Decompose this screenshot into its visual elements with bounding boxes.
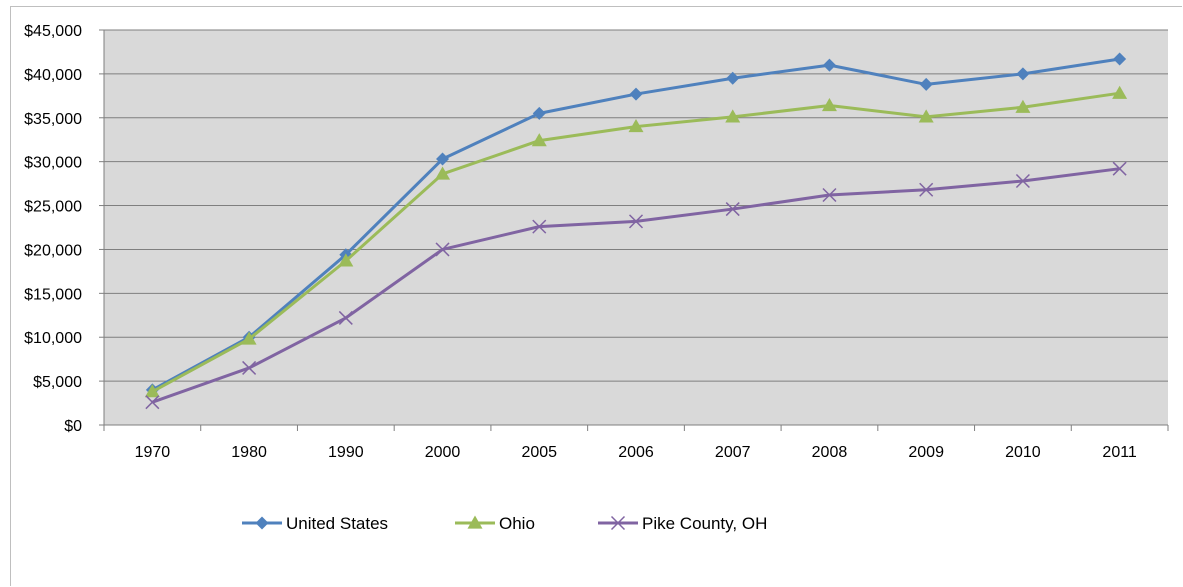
data-point-1 [338,253,354,267]
x-tick-label: 2009 [908,444,944,461]
x-tick-label: 2010 [1005,444,1041,461]
y-tick-label: $5,000 [33,374,82,391]
legend-label: Ohio [499,514,535,533]
data-point-2 [822,187,837,203]
legend-marker [255,516,269,530]
x-marker-stroke [610,515,626,531]
legend-marker [467,515,483,529]
legend-label: Pike County, OH [642,514,767,533]
legend-marker [610,515,626,531]
x-marker-stroke [919,182,934,197]
data-point-0 [436,152,450,166]
legend-label: United States [286,514,388,533]
x-tick-label: 2005 [521,444,557,461]
x-tick-label: 2011 [1102,444,1137,461]
x-marker-stroke [338,310,353,325]
x-marker-stroke [145,395,160,410]
data-point-0 [822,58,836,72]
data-point-2 [532,219,547,234]
y-tick-label: $0 [64,418,82,435]
x-tick-label: 2006 [618,444,654,461]
x-marker-stroke [242,360,257,375]
chart-frame [10,6,1182,586]
x-marker-stroke [725,202,740,217]
data-point-2 [628,214,644,229]
data-point-1 [435,166,451,180]
data-point-1 [725,109,741,123]
y-tick-label: $30,000 [24,155,82,172]
x-marker-stroke [628,214,644,229]
y-tick-label: $35,000 [24,111,82,128]
data-point-2 [145,395,160,410]
data-point-2 [1015,173,1030,189]
x-marker-stroke [532,219,547,234]
x-tick-label: 1970 [135,444,171,461]
x-marker-stroke [1015,173,1030,189]
y-tick-label: $25,000 [24,199,82,216]
x-tick-label: 1980 [231,444,267,461]
data-point-1 [628,119,644,133]
data-point-2 [1112,161,1127,176]
data-point-0 [532,106,546,120]
x-marker-stroke [1112,161,1127,176]
x-tick-label: 2000 [425,444,461,461]
data-point-0 [1113,52,1127,66]
x-tick-label: 2008 [812,444,848,461]
data-point-1 [918,109,934,123]
data-point-0 [919,77,933,91]
data-point-1 [1015,99,1031,113]
y-tick-label: $40,000 [24,67,82,84]
data-point-1 [241,331,257,345]
data-point-2 [242,360,257,375]
data-point-1 [531,133,547,147]
x-marker-stroke [435,242,450,257]
x-marker-stroke [822,187,837,203]
data-point-0 [629,87,643,101]
data-point-0 [726,71,740,85]
x-tick-label: 2007 [715,444,751,461]
data-point-1 [144,384,160,398]
y-tick-label: $20,000 [24,242,82,259]
y-tick-label: $15,000 [24,286,82,303]
data-point-1 [821,97,837,112]
data-point-2 [725,202,740,217]
y-tick-label: $45,000 [24,23,82,40]
data-point-2 [919,182,934,197]
data-point-2 [435,242,450,257]
x-tick-label: 1990 [328,444,364,461]
y-tick-label: $10,000 [24,330,82,347]
data-point-1 [1112,85,1128,99]
data-point-2 [338,310,353,325]
data-point-0 [1016,67,1030,81]
